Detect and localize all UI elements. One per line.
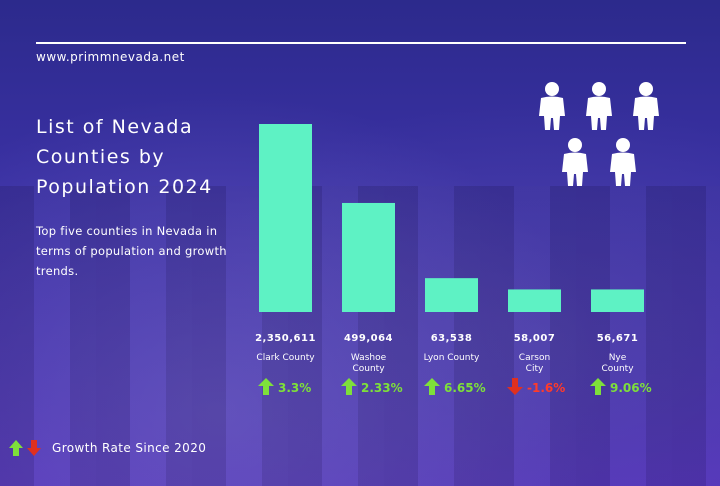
- growth-label: 3.3%: [278, 381, 311, 395]
- growth-label: 9.06%: [610, 381, 652, 395]
- growth-label: -1.6%: [527, 381, 565, 395]
- bar: [425, 278, 478, 312]
- person-icon: [562, 138, 588, 186]
- category-label: County: [601, 364, 634, 374]
- bar: [342, 202, 395, 312]
- legend: Growth Rate Since 2020: [8, 438, 206, 458]
- down-arrow-icon: [507, 378, 523, 395]
- legend-label: Growth Rate Since 2020: [52, 441, 207, 455]
- data-label: 56,671: [597, 333, 639, 344]
- top-divider: [36, 42, 686, 44]
- category-label: City: [526, 364, 544, 374]
- down-arrow-icon: [27, 440, 41, 456]
- category-label: Washoe: [351, 353, 387, 363]
- legend-arrows: [9, 440, 41, 456]
- bar: [591, 289, 644, 312]
- up-arrow-icon: [9, 440, 23, 456]
- category-label: Carson: [519, 353, 550, 363]
- site-url[interactable]: www.primmnevada.net: [36, 50, 185, 64]
- person-icon: [586, 82, 612, 130]
- people-icon-group: [539, 82, 659, 186]
- data-label: 2,350,611: [255, 333, 316, 344]
- category-label: Clark County: [256, 353, 315, 363]
- up-arrow-icon: [258, 378, 274, 395]
- data-label: 499,064: [344, 333, 393, 344]
- person-icon: [539, 82, 565, 130]
- growth-label: 6.65%: [444, 381, 486, 395]
- page-title: List of Nevada Counties by Population 20…: [36, 116, 213, 198]
- category-label: County: [352, 364, 385, 374]
- growth-label: 2.33%: [361, 381, 403, 395]
- page-subtitle: Top five counties in Nevada in terms of …: [36, 224, 227, 278]
- category-label: Lyon County: [424, 353, 480, 363]
- up-arrow-icon: [424, 378, 440, 395]
- bar: [259, 124, 312, 312]
- up-arrow-icon: [341, 378, 357, 395]
- data-label: 58,007: [514, 333, 556, 344]
- person-icon: [633, 82, 659, 130]
- category-label: Nye: [609, 353, 627, 363]
- up-arrow-icon: [590, 378, 606, 395]
- person-icon: [610, 138, 636, 186]
- data-label: 63,538: [431, 333, 473, 344]
- bar: [508, 289, 561, 312]
